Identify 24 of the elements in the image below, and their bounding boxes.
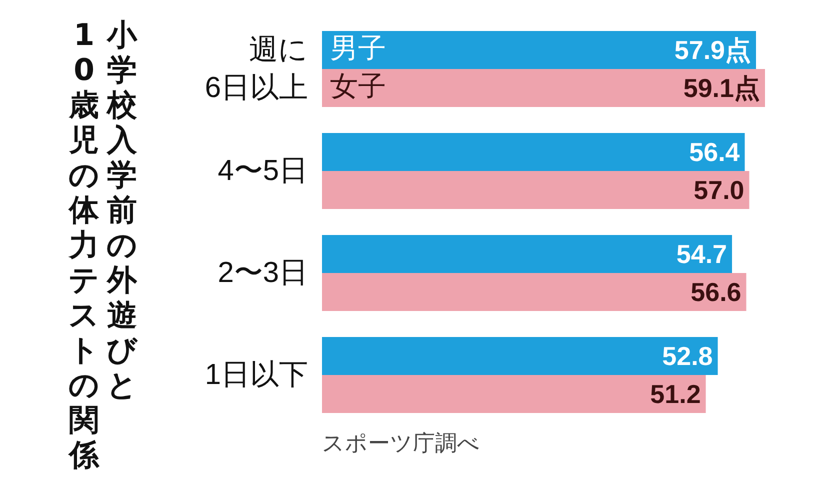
data-label: 52.8 bbox=[662, 341, 713, 371]
data-label: 59.1点 bbox=[683, 73, 760, 103]
bar bbox=[322, 375, 706, 413]
y-tick-label: 1日以下 bbox=[204, 359, 308, 391]
bar bbox=[322, 235, 732, 273]
y-tick-label: 2〜3日 bbox=[218, 257, 308, 289]
y-tick-label: 週に 6日以上 bbox=[204, 34, 308, 104]
chart-title: 小学校入学前の外遊びと 10歳児の体力テストの関係 bbox=[68, 18, 138, 473]
data-label: 57.9点 bbox=[674, 35, 752, 65]
data-label: 57.0 bbox=[694, 175, 744, 205]
bar bbox=[322, 273, 746, 311]
y-tick-label: 4〜5日 bbox=[218, 155, 308, 187]
bar bbox=[322, 337, 718, 375]
bar bbox=[322, 133, 745, 171]
series-label: 男子 bbox=[330, 32, 386, 64]
data-label: 54.7 bbox=[676, 239, 728, 269]
series-label: 女子 bbox=[330, 70, 386, 102]
data-label: 56.6 bbox=[690, 277, 742, 307]
text: スポーツ庁調べ bbox=[322, 430, 480, 456]
data-label: 56.4 bbox=[689, 137, 740, 167]
bar bbox=[322, 69, 765, 107]
data-label: 51.2 bbox=[650, 379, 701, 409]
bar bbox=[322, 171, 750, 209]
bar bbox=[322, 31, 756, 69]
